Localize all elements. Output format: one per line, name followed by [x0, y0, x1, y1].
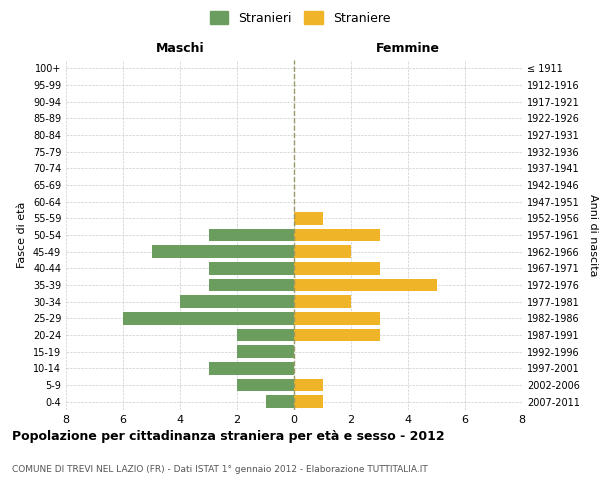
Text: COMUNE DI TREVI NEL LAZIO (FR) - Dati ISTAT 1° gennaio 2012 - Elaborazione TUTTI: COMUNE DI TREVI NEL LAZIO (FR) - Dati IS… — [12, 465, 428, 474]
Bar — [237, 379, 294, 391]
Text: Femmine: Femmine — [376, 42, 440, 55]
Bar — [265, 396, 294, 408]
Bar — [151, 246, 294, 258]
Y-axis label: Anni di nascita: Anni di nascita — [588, 194, 598, 276]
Bar — [294, 229, 380, 241]
Bar — [294, 296, 351, 308]
Bar — [209, 262, 294, 274]
Bar — [209, 362, 294, 374]
Y-axis label: Fasce di età: Fasce di età — [17, 202, 27, 268]
Text: Popolazione per cittadinanza straniera per età e sesso - 2012: Popolazione per cittadinanza straniera p… — [12, 430, 445, 443]
Bar — [237, 329, 294, 341]
Bar — [180, 296, 294, 308]
Bar — [123, 312, 294, 324]
Text: Maschi: Maschi — [155, 42, 205, 55]
Bar — [294, 396, 323, 408]
Bar — [294, 246, 351, 258]
Bar — [294, 329, 380, 341]
Bar — [209, 279, 294, 291]
Bar — [209, 229, 294, 241]
Bar — [294, 279, 437, 291]
Bar — [237, 346, 294, 358]
Bar — [294, 262, 380, 274]
Bar — [294, 212, 323, 224]
Bar — [294, 312, 380, 324]
Bar — [294, 379, 323, 391]
Legend: Stranieri, Straniere: Stranieri, Straniere — [205, 6, 395, 30]
